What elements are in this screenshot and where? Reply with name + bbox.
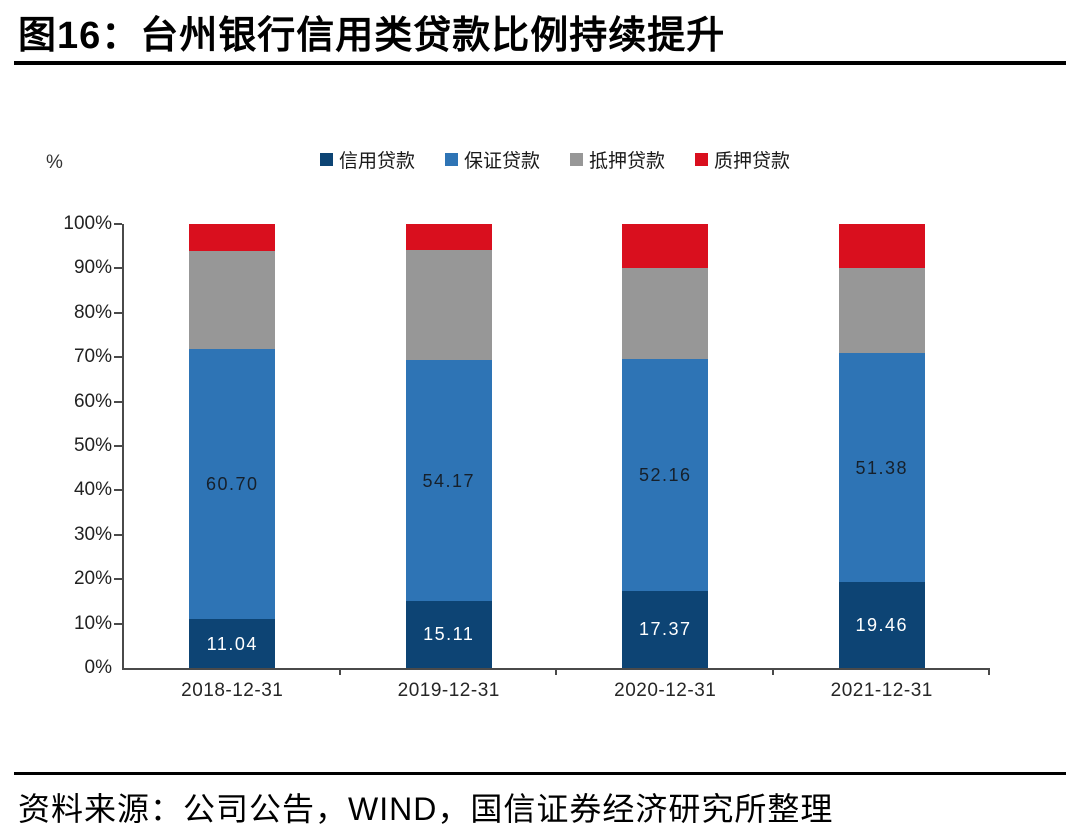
bar-value-label: 11.04: [206, 633, 258, 654]
bar-segment-pledge: [622, 224, 709, 269]
y-axis-tick-label: 60%: [73, 390, 112, 412]
y-axis-tick: [114, 622, 122, 625]
y-axis-tick: [114, 356, 122, 359]
y-axis-tick-label: 10%: [73, 612, 112, 634]
bar-segment-pledge: [405, 224, 492, 250]
bar-segment-mortgage: [838, 267, 925, 354]
x-axis-label: 2021-12-31: [830, 680, 933, 701]
x-axis-tick: [555, 668, 557, 675]
bar-segment-pledge: [838, 224, 925, 268]
bar-segment-credit: [189, 618, 276, 668]
y-axis-tick-label: 100%: [63, 213, 112, 234]
y-axis-tick-label: 70%: [73, 346, 112, 368]
y-axis-tick-label: 50%: [73, 435, 112, 456]
y-axis-tick-label: 30%: [73, 523, 112, 545]
x-axis-tick: [338, 668, 341, 675]
legend-item-credit: 信用贷款: [319, 146, 415, 173]
bar-segment-mortgage: [622, 268, 709, 360]
legend-swatch-pledge-icon: [695, 153, 709, 166]
y-axis-tick-label: 0%: [84, 657, 112, 678]
bar-value-label: 17.37: [638, 619, 692, 640]
bar-segment-pledge: [189, 224, 276, 251]
source-note: 资料来源：公司公告，WIND，国信证券经济研究所整理: [18, 791, 834, 827]
y-axis-tick-label: 80%: [73, 301, 112, 323]
legend-item-pledge: 质押贷款: [695, 146, 790, 173]
bar-value-label: 15.11: [423, 624, 475, 645]
bar-segment-credit: [405, 600, 492, 668]
plot-area: 11.04 60.70 15.11 54.17 17.37 52.16 19.46 51.38: [122, 224, 990, 670]
y-axis-tick: [114, 445, 122, 447]
bar-value-label: 51.38: [855, 457, 909, 478]
legend-swatch-mortgage-icon: [570, 153, 583, 166]
bar-segment-guarantee: [189, 349, 276, 619]
x-axis-tick: [988, 668, 990, 675]
legend-label-credit: 信用贷款: [338, 151, 415, 172]
x-axis-label: 2018-12-31: [181, 680, 284, 701]
legend-label-guarantee: 保证贷款: [463, 151, 540, 172]
legend-item-guarantee: 保证贷款: [444, 146, 540, 173]
legend-swatch-guarantee-icon: [444, 153, 458, 166]
legend-label-mortgage: 抵押贷款: [589, 151, 666, 172]
x-axis-label: 2019-12-31: [397, 680, 500, 701]
y-axis-tick-label: 20%: [73, 568, 112, 590]
y-axis-tick: [114, 578, 122, 581]
bar-segment-guarantee: [838, 353, 925, 582]
bar-value-label: 60.70: [205, 474, 259, 495]
chart-legend: 信用贷款 保证贷款 抵押贷款 质押贷款: [122, 146, 988, 173]
legend-label-pledge: 质押贷款: [714, 151, 791, 172]
figure-title: 图16：台州银行信用类贷款比例持续提升: [18, 15, 726, 57]
y-axis-unit-label: %: [46, 152, 63, 173]
y-axis-tick-label: 40%: [73, 479, 112, 501]
x-axis-label: 2020-12-31: [614, 680, 717, 701]
bar-value-label: 19.46: [855, 614, 909, 635]
y-axis-tick: [114, 223, 122, 225]
title-divider: [14, 61, 1066, 65]
x-axis-tick: [771, 668, 774, 675]
y-axis-tick: [114, 267, 122, 270]
y-axis-tick: [114, 311, 122, 314]
bar-segment-credit: [622, 590, 709, 668]
y-axis-tick: [114, 533, 122, 536]
y-axis-tick-label: 90%: [73, 257, 112, 279]
y-axis-tick: [114, 489, 122, 492]
bar-value-label: 54.17: [422, 470, 476, 491]
legend-item-mortgage: 抵押贷款: [570, 146, 665, 173]
footer-divider: [14, 772, 1066, 775]
bar-value-label: 52.16: [638, 465, 692, 486]
bar-segment-guarantee: [405, 360, 492, 601]
bar-segment-mortgage: [189, 250, 276, 350]
bar-segment-credit: [838, 581, 925, 668]
legend-swatch-credit-icon: [319, 153, 333, 166]
bar-segment-mortgage: [405, 249, 492, 361]
bar-segment-guarantee: [622, 359, 709, 591]
y-axis-tick: [114, 400, 122, 403]
